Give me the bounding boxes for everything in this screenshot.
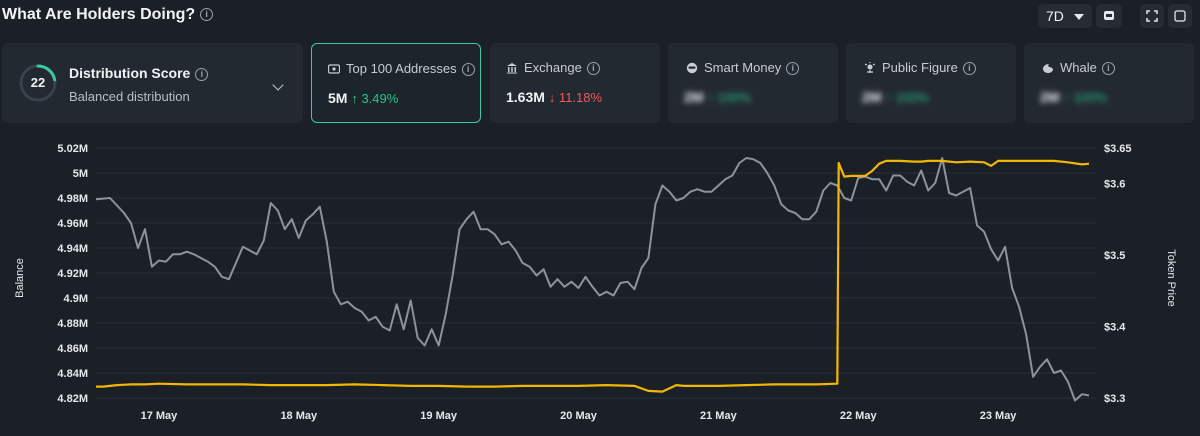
x-tick-label: 19 May [420,410,458,422]
exchange-value-row: 1.63M ↓ 11.18% [506,89,602,105]
section-title-text: What Are Holders Doing? [2,6,196,23]
section-header: What Are Holders Doing? i 7D [0,0,1200,34]
x-axis: 17 May 18 May 19 May 20 May 21 May 22 May 23 M… [141,410,1018,422]
whale-icon [1043,64,1053,73]
info-icon[interactable]: i [200,8,214,22]
y-tick-label: 4.84M [57,368,88,380]
smart-money-icon [686,62,698,74]
share-button[interactable] [1168,4,1192,28]
whale-card[interactable]: Whale i 2M ↑ 100% [1024,43,1194,123]
fullscreen-button[interactable] [1140,4,1164,28]
public-figure-label-text: Public Figure [882,60,958,75]
bank-icon [507,63,517,74]
top100-label: Top 100 Addresses i [328,61,475,77]
y-tick-label: 4.92M [57,268,88,280]
y-tick-label: 5.02M [57,143,88,155]
y-tick-label: 4.82M [57,393,88,405]
distribution-score-subtitle: Balanced distribution [69,89,190,104]
smart-money-value-row: 2M ↑ 100% [684,89,751,105]
y-tick-label: 5M [73,168,88,180]
info-icon[interactable]: i [962,62,976,76]
section-title: What Are Holders Doing? i [2,6,214,24]
balance-line [95,157,1090,402]
public-figure-value-row: 2M ↑ 100% [862,89,929,105]
exchange-change: ↓ 11.18% [548,90,603,105]
y-tick-label: 4.86M [57,343,88,355]
y2-tick-label: $3.65 [1104,143,1132,155]
distribution-score-value: 22 [30,75,46,90]
y2-tick-label: $3.4 [1104,322,1126,334]
x-tick-label: 22 May [840,410,878,422]
info-icon[interactable]: i [586,62,600,76]
holders-chart[interactable]: 4.82M 4.84M 4.86M 4.88M 4.9M 4.92M 4.94M 4.96M 4… [0,128,1200,436]
score-ring-icon [19,64,57,102]
whale-label: Whale i [1042,60,1115,76]
y2-tick-label: $3.6 [1104,179,1125,191]
x-tick-label: 23 May [980,410,1018,422]
top100-change: ↑ 3.49% [351,91,399,106]
exchange-label: Exchange i [506,60,600,76]
info-icon[interactable]: i [461,63,475,77]
y-axis-right: $3.3 $3.4 $3.5 $3.6 $3.65 [1104,143,1132,405]
calendar-icon [1104,11,1114,20]
info-icon[interactable]: i [1101,62,1115,76]
top100-value: 5M [328,90,348,106]
y-tick-label: 4.94M [57,243,88,255]
smart-money-label-text: Smart Money [704,60,782,75]
time-range-value: 7D [1046,8,1064,24]
x-tick-label: 20 May [560,410,598,422]
y-tick-label: 4.9M [64,293,88,305]
top100-value-row: 5M ↑ 3.49% [328,90,398,106]
public-figure-icon [864,62,876,73]
chart-series [95,157,1090,402]
x-tick-label: 18 May [280,410,318,422]
exchange-label-text: Exchange [524,60,582,75]
y2-tick-label: $3.3 [1104,393,1125,405]
top100-label-text: Top 100 Addresses [346,61,457,76]
public-figure-card[interactable]: Public Figure i 2M ↑ 100% [846,43,1016,123]
public-figure-value: 2M [862,89,882,105]
exchange-value: 1.63M [506,89,545,105]
distribution-score-title: Distribution Score i [69,65,209,81]
whale-label-text: Whale [1060,60,1097,75]
time-range-dropdown[interactable]: 7D [1038,4,1092,28]
x-tick-label: 21 May [700,410,738,422]
share-icon [1174,10,1186,22]
y-tick-label: 4.96M [57,218,88,230]
chart-grid [96,147,1096,399]
y-axis-left: 4.82M 4.84M 4.86M 4.88M 4.9M 4.92M 4.94M 4.96M 4… [57,143,88,405]
top100-card[interactable]: Top 100 Addresses i 5M ↑ 3.49% [311,43,481,123]
whale-value-row: 2M ↑ 100% [1040,89,1107,105]
y-tick-label: 4.98M [57,193,88,205]
distribution-score-card[interactable]: 22 Distribution Score i Balanced distribu… [2,43,303,123]
token-price-line [96,159,1090,393]
exchange-card[interactable]: Exchange i 1.63M ↓ 11.18% [490,43,660,123]
smart-money-label: Smart Money i [686,60,800,76]
whale-value: 2M [1040,89,1060,105]
info-icon[interactable]: i [195,67,209,81]
y-axis-title: Balance [14,258,26,298]
y2-tick-label: $3.5 [1104,250,1125,262]
distribution-score-title-text: Distribution Score [69,65,191,81]
fullscreen-icon [1146,10,1158,22]
whale-change: ↑ 100% [1063,90,1107,105]
x-tick-label: 17 May [141,410,179,422]
smart-money-card[interactable]: Smart Money i 2M ↑ 100% [668,43,838,123]
info-icon[interactable]: i [786,62,800,76]
smart-money-change: ↑ 100% [707,90,751,105]
smart-money-value: 2M [684,89,704,105]
chevron-down-icon[interactable] [272,79,284,91]
calendar-button[interactable] [1096,4,1122,28]
public-figure-change: ↑ 100% [885,90,929,105]
y2-axis-title: Token Price [1165,249,1177,306]
y-tick-label: 4.88M [57,318,88,330]
caret-down-icon [1074,14,1084,20]
wallet-icon [328,64,340,74]
public-figure-label: Public Figure i [864,60,976,76]
